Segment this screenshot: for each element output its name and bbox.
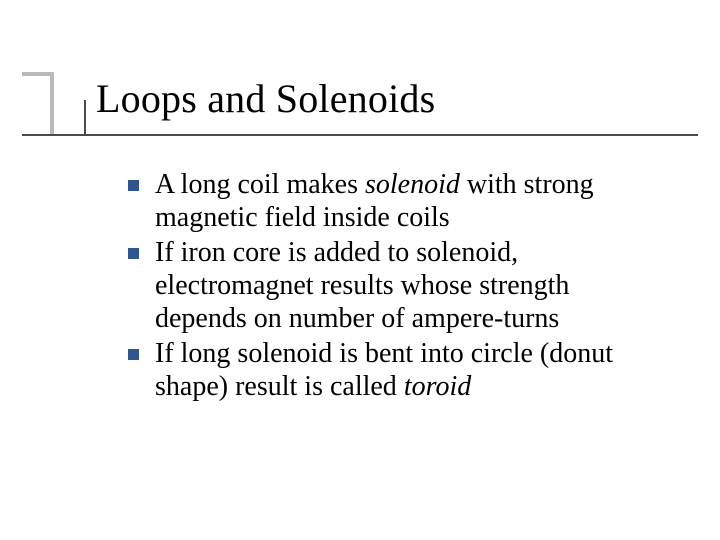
bullet-pre: If long solenoid is bent into circle (do… — [155, 338, 613, 402]
bullet-text: If iron core is added to solenoid, elect… — [155, 236, 668, 335]
list-item: If iron core is added to solenoid, elect… — [128, 236, 668, 335]
square-bullet-icon — [128, 248, 139, 259]
bullet-text: A long coil makes solenoid with strong m… — [155, 168, 668, 234]
bullet-pre: If iron core is added to solenoid, elect… — [155, 237, 569, 334]
bullet-pre: A long coil makes — [155, 169, 365, 200]
square-bullet-icon — [128, 349, 139, 360]
title-corner-vertical — [50, 72, 54, 136]
title-underline — [22, 134, 698, 136]
title-container: Loops and Solenoids — [96, 78, 435, 120]
slide-title: Loops and Solenoids — [96, 78, 435, 120]
square-bullet-icon — [128, 180, 139, 191]
bullet-text: If long solenoid is bent into circle (do… — [155, 337, 668, 403]
title-tick — [84, 100, 86, 136]
list-item: A long coil makes solenoid with strong m… — [128, 168, 668, 234]
bullet-em: toroid — [404, 371, 471, 402]
bullet-em: solenoid — [365, 169, 460, 200]
list-item: If long solenoid is bent into circle (do… — [128, 337, 668, 403]
slide: Loops and Solenoids A long coil makes so… — [0, 0, 720, 540]
slide-body: A long coil makes solenoid with strong m… — [128, 168, 668, 405]
